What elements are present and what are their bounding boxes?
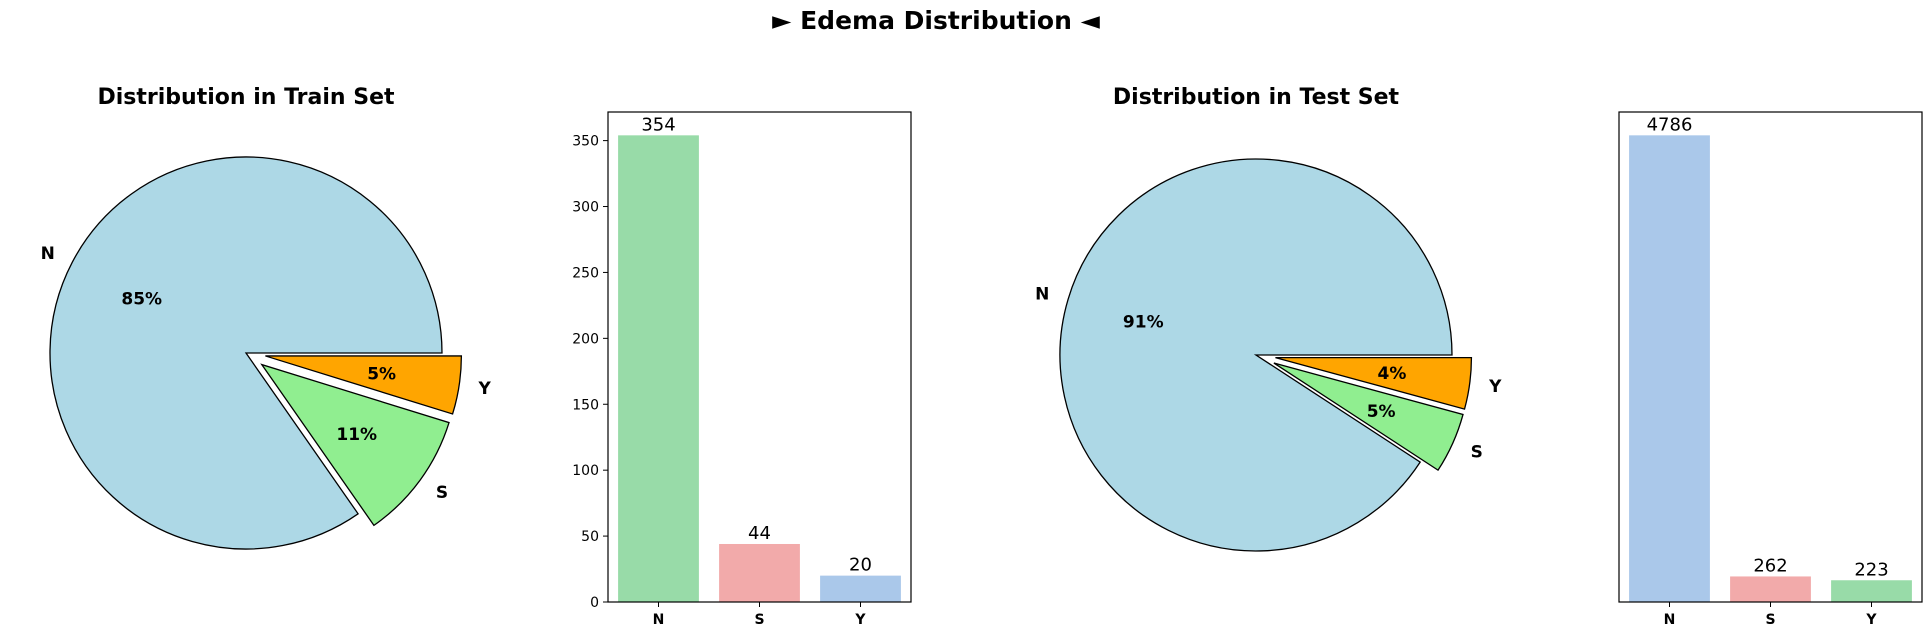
train-pie-pct-s: 11% (336, 425, 377, 445)
test-pie-pct-n: 91% (1123, 312, 1164, 332)
test-pie-label-s: S (1471, 442, 1483, 462)
train-bar-data-label-s: 44 (748, 523, 771, 544)
train-bar-xtick-y: Y (854, 612, 866, 628)
train-bar-ytick-label: 200 (572, 331, 599, 347)
test-bar-xtick-y: Y (1865, 612, 1877, 628)
test-pie-chart: Distribution in Test Set N 91% S 5% Y 4% (1035, 85, 1502, 552)
test-bar-xtick-n: N (1664, 612, 1676, 628)
train-bar-xtick-n: N (653, 612, 665, 628)
train-pie-pct-n: 85% (121, 290, 162, 310)
test-bar-data-label-s: 262 (1753, 555, 1787, 576)
test-pie-pct-y: 4% (1378, 364, 1407, 384)
train-pie-slice-s (260, 363, 450, 527)
train-bar-ytick-label: 350 (572, 134, 599, 150)
train-pie-label-s: S (436, 483, 448, 503)
test-bar-chart: 4786 N 262 S 223 Y (1618, 111, 1923, 628)
test-bar-bar-n (1629, 135, 1710, 603)
test-bar-bar-s (1730, 576, 1811, 602)
train-pie-slice-n (49, 156, 443, 550)
train-bar-ytick-label: 150 (572, 397, 599, 413)
train-bar-bar-y (820, 575, 901, 602)
test-pie-slice-s (1273, 362, 1464, 472)
test-pie-title: Distribution in Test Set (1113, 85, 1400, 110)
train-bar-ytick-label: 100 (572, 463, 599, 479)
test-bar-data-label-n: 4786 (1647, 114, 1693, 135)
train-pie-label-y: Y (478, 379, 492, 399)
train-bar-ytick-label: 0 (590, 595, 599, 611)
train-bar-xtick-s: S (754, 612, 764, 628)
train-bar-data-label-n: 354 (641, 114, 675, 135)
train-bar-chart: 354 N 44 S 20 Y 0 50 100 150 200 250 300 350 (572, 111, 912, 628)
test-pie-slice-n (1059, 158, 1453, 552)
train-bar-bar-n (618, 135, 699, 603)
train-bar-ytick-label: 250 (572, 265, 599, 281)
figure-suptitle: ► Edema Distribution ◄ (772, 6, 1100, 35)
train-bar-axes-frame (607, 111, 912, 603)
train-bar-ytick-label: 50 (581, 529, 599, 545)
train-bar-ytick-label: 300 (572, 200, 599, 216)
train-pie-label-n: N (41, 244, 55, 264)
train-pie-chart: Distribution in Train Set N 85% S 11% Y 5% (41, 85, 492, 550)
train-bar-bar-s (719, 543, 800, 602)
test-pie-pct-s: 5% (1367, 402, 1396, 422)
test-pie-label-y: Y (1488, 377, 1502, 397)
test-bar-xtick-s: S (1765, 612, 1775, 628)
test-pie-label-n: N (1035, 285, 1049, 305)
train-bar-data-label-y: 20 (849, 555, 872, 576)
test-pie-slice-y (1275, 356, 1473, 410)
train-pie-title: Distribution in Train Set (98, 85, 395, 110)
test-bar-data-label-y: 223 (1854, 559, 1888, 580)
train-pie-slice-y (265, 355, 463, 415)
test-bar-bar-y (1831, 580, 1912, 602)
test-bar-axes-frame (1618, 111, 1923, 603)
train-pie-pct-y: 5% (367, 365, 396, 385)
